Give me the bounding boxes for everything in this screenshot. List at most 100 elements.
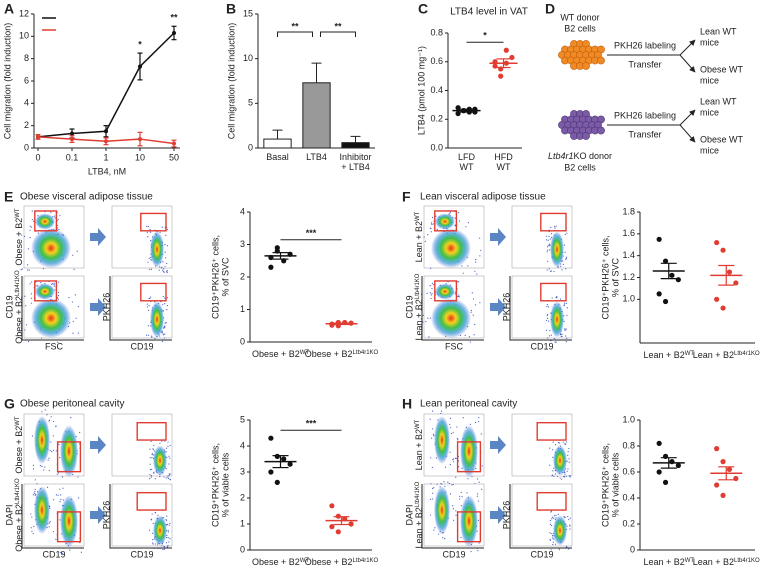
flow-dot bbox=[429, 227, 432, 229]
flow-dot bbox=[465, 226, 467, 228]
flow-dot bbox=[21, 234, 23, 236]
flow-dot bbox=[567, 451, 569, 453]
flow-dot bbox=[165, 477, 167, 479]
flow-dot bbox=[62, 487, 64, 489]
flow-dot bbox=[162, 334, 164, 336]
y-axis-label: % of SVC bbox=[220, 257, 230, 297]
flow-dot bbox=[164, 265, 166, 267]
flow-dot bbox=[154, 543, 156, 545]
flow-dot bbox=[149, 457, 151, 459]
flow-dot bbox=[564, 328, 566, 330]
flow-dot bbox=[149, 469, 152, 471]
point bbox=[455, 110, 461, 117]
flow-dot bbox=[546, 269, 548, 271]
flow-dot bbox=[149, 229, 151, 231]
flow-dot bbox=[468, 336, 471, 338]
flow-dot bbox=[568, 548, 570, 550]
flow-dot bbox=[477, 500, 480, 502]
flow-dot bbox=[163, 271, 165, 273]
point bbox=[720, 492, 726, 498]
flow-dot bbox=[152, 542, 154, 544]
flow-y-label: CD19 bbox=[4, 295, 14, 318]
flow-dot bbox=[431, 287, 433, 290]
flow-dot bbox=[461, 496, 463, 498]
flow-dot bbox=[30, 527, 32, 529]
flow-dot bbox=[27, 340, 30, 343]
flow-dot bbox=[146, 303, 148, 305]
cell bbox=[597, 56, 605, 65]
flow-dot bbox=[452, 483, 454, 486]
flow-dot bbox=[478, 416, 480, 419]
x-tick-label: Inhibitor + LTB4 bbox=[339, 152, 371, 172]
flow-dot bbox=[569, 525, 571, 527]
flow-dot bbox=[561, 269, 563, 271]
flow-dot bbox=[48, 522, 51, 524]
flow-dot bbox=[547, 244, 549, 246]
flow-dot bbox=[568, 458, 570, 460]
flow-dot bbox=[549, 538, 551, 541]
donor-text: KO donor bbox=[574, 151, 613, 161]
flow-dot bbox=[552, 541, 554, 543]
flow-dot bbox=[52, 530, 55, 533]
flow-dot bbox=[428, 336, 430, 338]
x-tick-label: 0.1 bbox=[66, 152, 79, 162]
arrow bbox=[679, 109, 696, 126]
flow-density bbox=[553, 445, 567, 476]
flow-dot bbox=[70, 417, 72, 419]
flow-dot bbox=[545, 329, 548, 331]
flow-dot bbox=[473, 334, 475, 336]
flow-dot bbox=[556, 296, 558, 298]
flow-dot bbox=[475, 258, 477, 261]
y-tick-label: 0.8 bbox=[622, 440, 635, 450]
flow-dot bbox=[162, 548, 164, 551]
flow-dot bbox=[151, 468, 153, 470]
flow-dot bbox=[57, 341, 59, 343]
flow-dot bbox=[462, 272, 464, 274]
flow-dot bbox=[553, 515, 556, 517]
panel-label: A bbox=[4, 1, 14, 17]
flow-dot bbox=[157, 514, 159, 516]
x-tick-label-base: Obese + B2 bbox=[305, 349, 353, 359]
flow-dot bbox=[77, 476, 79, 478]
target-label: Obese WT bbox=[700, 134, 744, 144]
x-tick-label: 1 bbox=[103, 152, 108, 162]
x-tick-label-sup: Ltb4r1KO bbox=[353, 350, 379, 356]
flow-dot bbox=[54, 217, 56, 219]
x-tick-label: LTB4 bbox=[306, 152, 327, 162]
flow-dot bbox=[479, 302, 481, 304]
flow-dot bbox=[565, 268, 567, 270]
flow-dot bbox=[550, 270, 553, 272]
flow-dot bbox=[150, 440, 152, 442]
point bbox=[348, 521, 354, 527]
point bbox=[733, 280, 739, 286]
flow-dot bbox=[432, 433, 435, 436]
point bbox=[335, 529, 341, 535]
point bbox=[36, 134, 40, 139]
flow-dot bbox=[149, 297, 151, 300]
flow-dot bbox=[166, 308, 168, 311]
flow-dot bbox=[152, 539, 154, 541]
flow-dot bbox=[147, 261, 149, 263]
point bbox=[172, 141, 176, 146]
flow-dot bbox=[145, 334, 148, 336]
flow-density bbox=[460, 495, 478, 548]
flow-dot bbox=[425, 320, 427, 323]
flow-dot bbox=[58, 291, 60, 294]
flow-dot bbox=[68, 296, 70, 299]
flow-dot bbox=[476, 478, 479, 480]
flow-dot bbox=[551, 524, 553, 527]
flow-dot bbox=[565, 335, 567, 337]
flow-dot bbox=[166, 297, 168, 299]
gate bbox=[140, 282, 167, 302]
gate bbox=[536, 421, 567, 441]
flow-dot bbox=[432, 428, 434, 430]
flow-plot bbox=[511, 275, 573, 339]
flow-dot bbox=[474, 323, 476, 326]
flow-density bbox=[434, 486, 450, 535]
cell bbox=[582, 62, 590, 70]
flow-dot bbox=[152, 543, 154, 545]
point bbox=[720, 247, 726, 253]
flow-dot bbox=[161, 545, 163, 547]
flow-dot bbox=[52, 435, 54, 437]
flow-dot bbox=[550, 511, 552, 513]
